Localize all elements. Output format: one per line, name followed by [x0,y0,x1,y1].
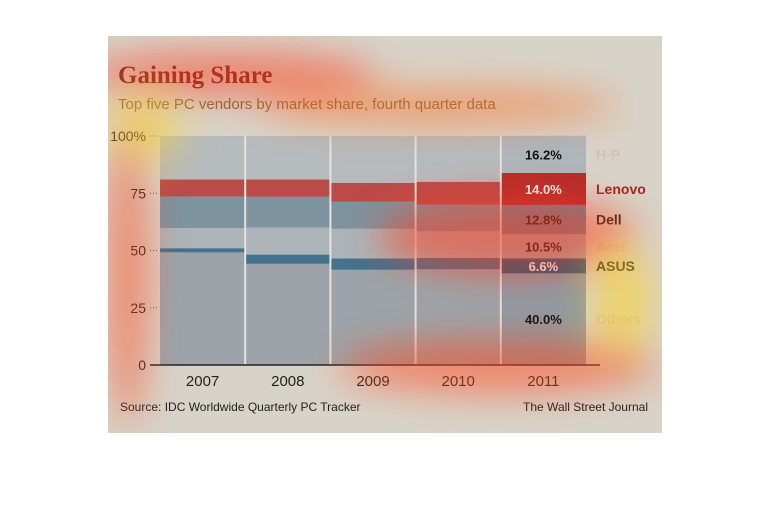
legend-entry-asus: ASUS [596,258,635,274]
chart-subtitle: Top five PC vendors by market share, fou… [118,96,496,113]
legend-entry-others: Others [596,311,641,327]
stacked-bar-chart: 0 25 50 75 100% 2007 2008 2009 2010 2011 40.0% 6.… [110,128,646,390]
bar-others-2008 [245,263,331,365]
y-tick-label: 25 [130,300,146,316]
bar-h-p-2011 [500,135,586,173]
data-label-lenovo: 14.0% [525,182,562,197]
y-tick-label: 75 [130,185,146,201]
bar-dell-2008 [245,196,331,228]
bar-lenovo-2008 [245,179,331,197]
data-label-dell: 12.8% [525,213,562,228]
data-label-acer: 10.5% [525,239,562,254]
x-tick-label: 2009 [356,373,389,390]
bar-acer-2008 [245,227,331,255]
x-axis: 2007 2008 2009 2010 2011 [150,364,600,390]
bar-asus-2009 [330,258,416,270]
y-axis: 0 25 50 75 100% [110,128,158,373]
data-label-h-p: 16.2% [525,147,562,162]
legend-entry-lenovo: Lenovo [596,181,646,197]
bar-acer-2007 [160,228,246,249]
chart-card: 0 25 50 75 100% 2007 2008 2009 2010 2011 40.0% 6.… [108,36,662,433]
legend-entry-dell: Dell [596,212,622,228]
x-tick-label: 2011 [527,373,559,390]
bar-dell-2009 [330,201,416,229]
bar-lenovo-2010 [415,181,501,205]
y-tick-label: 0 [138,357,146,373]
bar-asus-2010 [415,257,501,270]
bars-layer [160,135,586,365]
bar-dell-2010 [415,204,501,232]
x-tick-label: 2010 [442,373,475,390]
bar-others-2010 [415,269,501,365]
bar-others-2009 [330,269,416,365]
x-tick-label: 2008 [271,373,304,390]
bar-asus-2008 [245,254,331,264]
bar-acer-2009 [330,228,416,259]
legend-entry-h-p: H-P [596,146,620,162]
bar-lenovo-2007 [160,179,246,197]
bar-h-p-2008 [245,136,331,180]
chart-title: Gaining Share [118,62,273,89]
y-tick-label: 50 [130,243,146,259]
legend: Others ASUS Acer Dell Lenovo H-P [596,146,646,327]
bar-h-p-2007 [160,136,246,180]
y-tick-label: 100% [110,128,146,144]
bar-others-2007 [160,252,246,365]
source-note: Source: IDC Worldwide Quarterly PC Track… [120,400,361,414]
bar-asus-2007 [160,248,246,253]
bar-lenovo-2009 [330,182,416,202]
data-label-asus: 6.6% [529,259,559,274]
bar-h-p-2009 [330,136,416,183]
legend-entry-acer: Acer [596,238,628,254]
bar-h-p-2010 [415,136,501,182]
bar-acer-2010 [415,231,501,258]
bar-dell-2007 [160,196,246,229]
x-tick-label: 2007 [186,373,219,390]
data-label-others: 40.0% [525,312,562,327]
publisher-credit: The Wall Street Journal [523,400,648,414]
